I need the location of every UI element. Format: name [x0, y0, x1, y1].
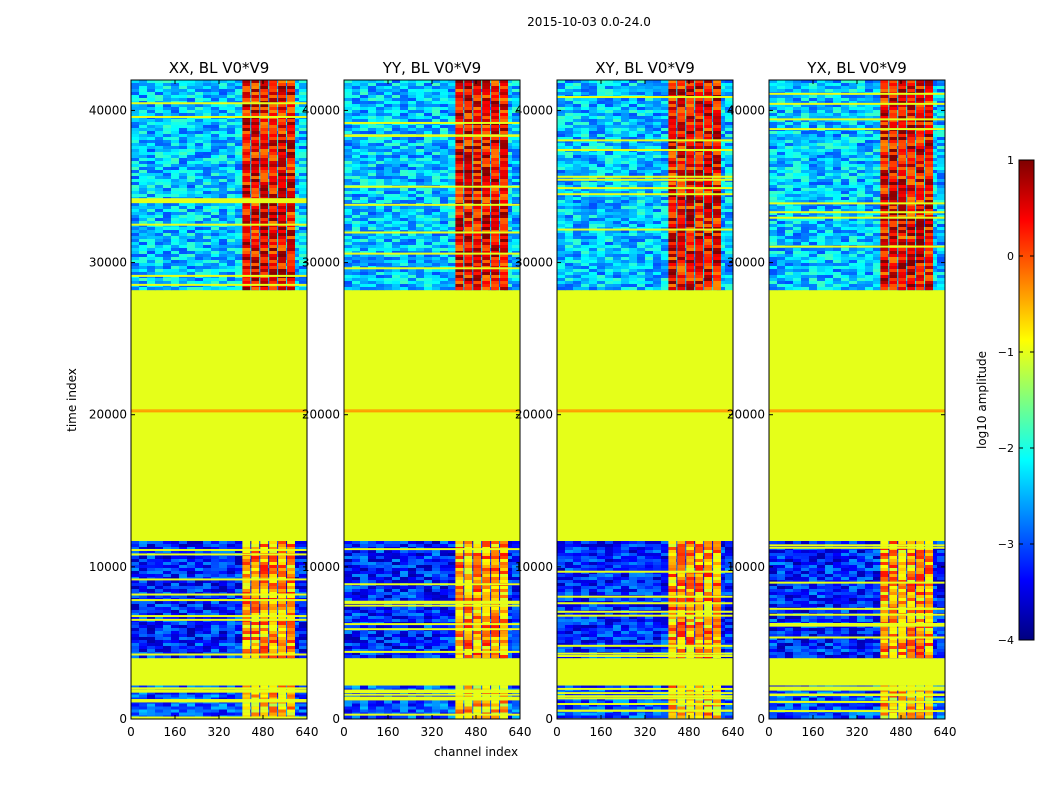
y-tick-label: 0: [757, 712, 765, 726]
panel-xx: XX, BL V0*V9 0 160 320 480 640 0 10000 20000 3000…: [89, 59, 319, 739]
x-axis-label: channel index: [434, 745, 518, 759]
x-tick-label: 480: [465, 725, 488, 739]
region-background: [557, 288, 733, 541]
region-background: [557, 655, 733, 686]
x-tick-label: 0: [553, 725, 561, 739]
y-tick-label: 20000: [727, 408, 765, 422]
y-tick-label: 30000: [89, 256, 127, 270]
y-tick-label: 40000: [89, 103, 127, 117]
x-tick-label: 320: [421, 725, 444, 739]
region-background: [131, 288, 307, 541]
region-background: [769, 655, 945, 686]
heatmap-image: [769, 80, 945, 719]
colorbar-tick-label: 0: [1007, 250, 1014, 263]
colorbar-tick-label: −3: [998, 538, 1014, 551]
x-tick-label: 640: [934, 725, 957, 739]
panel-title: XX, BL V0*V9: [169, 59, 270, 77]
x-tick-label: 160: [164, 725, 187, 739]
x-tick-label: 480: [890, 725, 913, 739]
y-tick-label: 40000: [727, 103, 765, 117]
y-tick-label: 20000: [302, 408, 340, 422]
y-axis-label: time index: [65, 368, 79, 432]
x-tick-label: 160: [590, 725, 613, 739]
region-background: [769, 288, 945, 541]
y-tick-label: 40000: [302, 103, 340, 117]
region-background: [131, 655, 307, 686]
x-tick-label: 480: [678, 725, 701, 739]
y-tick-label: 30000: [515, 256, 553, 270]
colorbar-tick-label: −2: [998, 442, 1014, 455]
y-tick-label: 0: [119, 712, 127, 726]
figure-suptitle: 2015-10-03 0.0-24.0: [527, 15, 651, 29]
heatmap-image: [557, 80, 733, 719]
heatmap-image: [131, 80, 307, 719]
x-tick-label: 0: [765, 725, 773, 739]
y-tick-label: 10000: [89, 560, 127, 574]
panels-group: XX, BL V0*V9 0 160 320 480 640 0 10000 20000 3000…: [89, 59, 957, 739]
y-tick-label: 10000: [302, 560, 340, 574]
colorbar-gradient: [1018, 159, 1035, 641]
x-tick-label: 160: [377, 725, 400, 739]
panel-title: YX, BL V0*V9: [806, 59, 907, 77]
colorbar: 1 0 −1 −2 −3 −4 log10 amplitude: [975, 154, 1035, 647]
panel-title: XY, BL V0*V9: [595, 59, 695, 77]
colorbar-tick-label: −1: [998, 346, 1014, 359]
y-tick-label: 0: [332, 712, 340, 726]
x-tick-label: 0: [127, 725, 135, 739]
x-tick-label: 640: [296, 725, 319, 739]
x-tick-label: 160: [802, 725, 825, 739]
x-tick-label: 320: [846, 725, 869, 739]
region-background: [344, 288, 520, 541]
x-tick-label: 0: [340, 725, 348, 739]
panel-yx: YX, BL V0*V9 0 160 320 480 640 0 10000 20000 3000…: [727, 59, 957, 739]
y-tick-label: 0: [545, 712, 553, 726]
y-tick-label: 40000: [515, 103, 553, 117]
y-tick-label: 20000: [515, 408, 553, 422]
colorbar-tick-label: −4: [998, 634, 1014, 647]
y-tick-label: 10000: [727, 560, 765, 574]
x-tick-label: 640: [509, 725, 532, 739]
x-tick-label: 480: [252, 725, 275, 739]
y-tick-label: 30000: [302, 256, 340, 270]
y-tick-label: 20000: [89, 408, 127, 422]
colorbar-label: log10 amplitude: [975, 351, 989, 449]
region-background: [344, 655, 520, 686]
x-tick-label: 640: [722, 725, 745, 739]
panel-title: YY, BL V0*V9: [382, 59, 481, 77]
y-tick-label: 10000: [515, 560, 553, 574]
panel-xy: XY, BL V0*V9 0 160 320 480 640 0 10000 20000 3000…: [515, 59, 745, 739]
heatmap-image: [344, 80, 520, 719]
y-tick-label: 30000: [727, 256, 765, 270]
x-tick-label: 320: [634, 725, 657, 739]
x-tick-label: 320: [208, 725, 231, 739]
colorbar-tick-label: 1: [1007, 154, 1014, 167]
panel-yy: YY, BL V0*V9 0 160 320 480 640 0 10000 20000 3000…: [302, 59, 532, 739]
